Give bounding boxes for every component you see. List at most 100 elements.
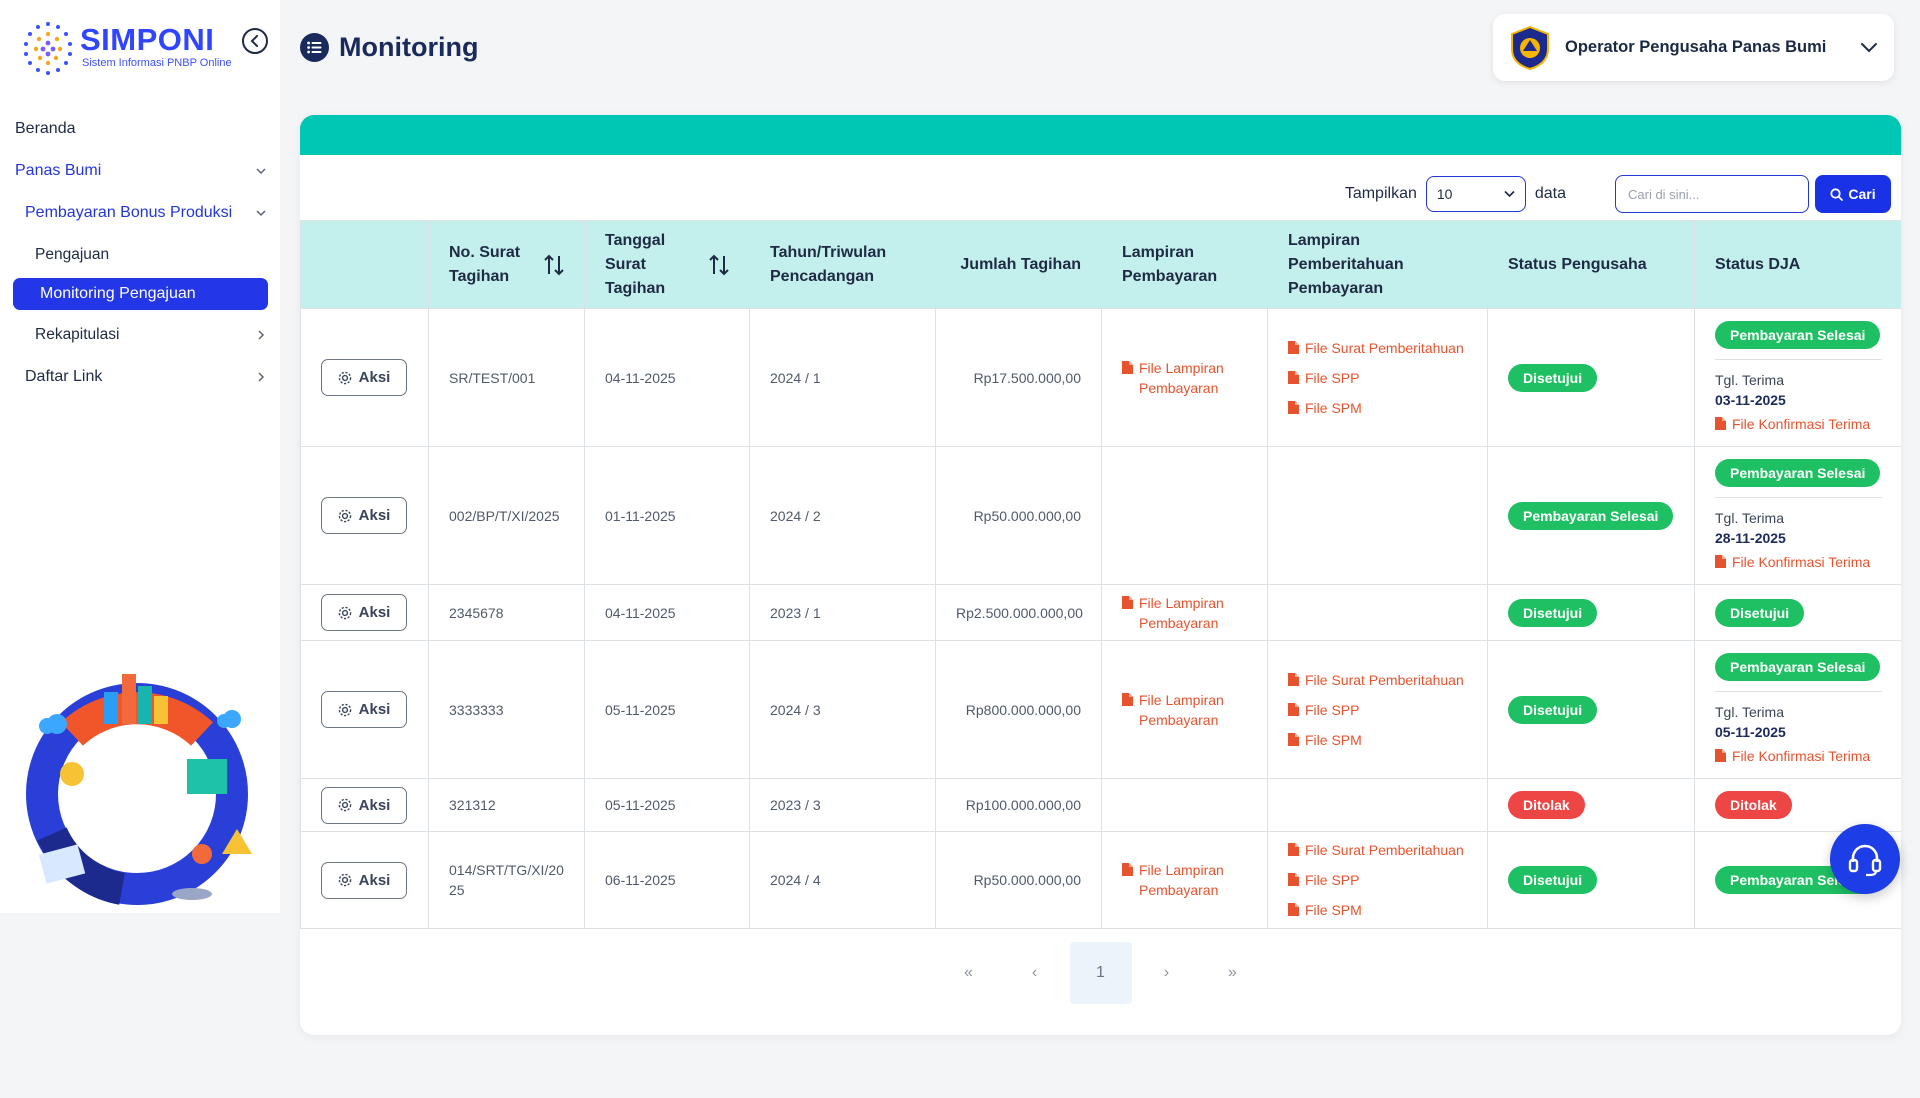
sidebar-item-pembayaran-bonus-produksi[interactable]: Pembayaran Bonus Produksi (0, 192, 280, 234)
file-surat-link[interactable]: File Surat Pemberitahuan (1288, 840, 1467, 860)
page-size-select[interactable]: 10 (1425, 176, 1526, 212)
cell-lampiran: File Lampiran Pembayaran (1101, 308, 1268, 447)
file-konfirmasi-link[interactable]: File Konfirmasi Terima (1715, 552, 1881, 572)
link-label: File Surat Pemberitahuan (1305, 339, 1464, 356)
cell-no-surat: SR/TEST/001 (428, 308, 585, 447)
cell-status-pengusaha: Ditolak (1487, 778, 1695, 832)
sidebar-item-pengajuan[interactable]: Pengajuan (0, 234, 280, 276)
aksi-button[interactable]: Aksi (321, 594, 407, 631)
sidebar-item-daftar-link[interactable]: Daftar Link (0, 356, 280, 398)
header-status-dja: Status DJA (1694, 220, 1901, 309)
search-button[interactable]: Cari (1815, 175, 1891, 213)
file-spp-link[interactable]: File SPP (1288, 368, 1467, 388)
file-spm-link[interactable]: File SPM (1288, 730, 1467, 750)
cell-jumlah: Rp50.000.000,00 (935, 446, 1102, 585)
aksi-label: Aksi (358, 369, 391, 386)
pdf-file-icon (1288, 702, 1299, 716)
page-header: Monitoring (300, 30, 478, 64)
header-aksi (300, 220, 429, 309)
pdf-file-icon (1122, 360, 1133, 374)
cell-jumlah: Rp17.500.000,00 (935, 308, 1102, 447)
cell-tahun: 2024 / 2 (749, 446, 936, 585)
pdf-file-icon (1288, 843, 1299, 856)
file-spp-link[interactable]: File SPP (1288, 870, 1467, 890)
chevron-right-icon (258, 330, 265, 340)
next-page-button[interactable]: › (1163, 964, 1170, 981)
chevron-down-icon (256, 168, 266, 175)
header-tanggal[interactable]: Tanggal Surat Tagihan (584, 220, 750, 309)
header-jumlah: Jumlah Tagihan (935, 220, 1102, 309)
header-no-surat[interactable]: No. Surat Tagihan (428, 220, 585, 309)
pdf-file-icon (1288, 732, 1299, 746)
file-lampiran-link[interactable]: File Lampiran Pembayaran (1122, 690, 1247, 730)
sidebar-item-beranda[interactable]: Beranda (0, 108, 280, 150)
cell-status-pengusaha: Disetujui (1487, 584, 1695, 641)
logo[interactable]: SIMPONI Sistem Informasi PNBP Online (18, 18, 258, 78)
sidebar: SIMPONI Sistem Informasi PNBP Online Ber… (0, 0, 280, 913)
sidebar-item-panas-bumi[interactable]: Panas Bumi (0, 150, 280, 192)
file-spp-link[interactable]: File SPP (1288, 700, 1467, 720)
chevron-right-icon (258, 372, 265, 382)
logo-subtitle: Sistem Informasi PNBP Online (82, 57, 232, 69)
header-lampiran: Lampiran Pembayaran (1101, 220, 1268, 309)
user-name: Operator Pengusaha Panas Bumi (1565, 38, 1827, 56)
pdf-file-icon (1288, 672, 1299, 686)
pdf-file-icon (1715, 555, 1726, 568)
file-spm-link[interactable]: File SPM (1288, 398, 1467, 418)
search-input[interactable] (1615, 175, 1809, 213)
aksi-button[interactable]: Aksi (321, 786, 407, 824)
file-surat-link[interactable]: File Surat Pemberitahuan (1288, 338, 1467, 358)
collapse-sidebar-button[interactable] (242, 28, 268, 54)
prev-page-button[interactable]: ‹ (1031, 964, 1038, 981)
header-label: No. Surat Tagihan (449, 243, 521, 285)
user-menu[interactable]: Operator Pengusaha Panas Bumi (1493, 14, 1894, 81)
tgl-terima-date: 28-11-2025 (1715, 530, 1786, 546)
sort-icon[interactable] (544, 254, 564, 276)
status-badge: Pembayaran Selesai (1508, 501, 1674, 530)
chevron-left-icon (250, 35, 258, 47)
cell-tanggal: 01-11-2025 (584, 446, 750, 585)
cell-status-dja: Pembayaran Selesai Tgl. Terima 05-11-202… (1694, 640, 1901, 779)
link-label: File Konfirmasi Terima (1732, 416, 1871, 432)
cell-tahun: 2024 / 3 (749, 640, 936, 779)
last-page-button[interactable]: » (1228, 964, 1237, 981)
aksi-label: Aksi (358, 871, 391, 889)
cell-status-dja: Pembayaran Selesai Tgl. Terima 28-11-202… (1694, 446, 1901, 585)
file-lampiran-link[interactable]: File Lampiran Pembayaran (1122, 358, 1247, 398)
aksi-label: Aksi (358, 701, 391, 718)
page-1-button[interactable]: 1 (1069, 942, 1132, 1004)
file-surat-link[interactable]: File Surat Pemberitahuan (1288, 670, 1467, 690)
table-row: Aksi 3333333 05-11-2025 2024 / 3 Rp800.0… (300, 640, 1901, 779)
file-lampiran-link[interactable]: File Lampiran Pembayaran (1122, 860, 1247, 900)
pdf-file-icon (1122, 863, 1133, 876)
cell-tanggal: 04-11-2025 (584, 584, 750, 641)
sidebar-item-monitoring-pengajuan[interactable]: Monitoring Pengajuan (13, 278, 268, 310)
status-badge: Disetujui (1508, 598, 1598, 627)
link-label: File SPP (1305, 701, 1360, 718)
table-row: Aksi 014/SRT/TG/XI/2025 06-11-2025 2024 … (300, 831, 1901, 929)
file-lampiran-link[interactable]: File Lampiran Pembayaran (1122, 593, 1247, 633)
cell-jumlah: Rp2.500.000.000,00 (935, 584, 1102, 641)
sort-icon[interactable] (709, 254, 729, 276)
page-title: Monitoring (339, 31, 479, 62)
help-support-button[interactable] (1830, 824, 1900, 894)
first-page-button[interactable]: « (964, 964, 973, 981)
pdf-file-icon (1288, 340, 1299, 354)
table-row: Aksi 321312 05-11-2025 2023 / 3 Rp100.00… (300, 778, 1901, 832)
headset-icon (1848, 844, 1882, 877)
cell-jumlah: Rp100.000.000,00 (935, 778, 1102, 832)
file-konfirmasi-link[interactable]: File Konfirmasi Terima (1715, 746, 1881, 766)
link-label: File SPP (1305, 369, 1360, 386)
header-tahun: Tahun/Triwulan Pencadangan (749, 220, 936, 309)
tgl-terima-date: 05-11-2025 (1715, 724, 1786, 740)
aksi-button[interactable]: Aksi (321, 497, 407, 534)
aksi-button[interactable]: Aksi (321, 691, 407, 728)
sidebar-item-rekapitulasi[interactable]: Rekapitulasi (0, 314, 280, 356)
cell-lampiran: File Lampiran Pembayaran (1101, 831, 1268, 929)
data-label: data (1534, 185, 1566, 202)
table-row: Aksi 002/BP/T/XI/2025 01-11-2025 2024 / … (300, 446, 1901, 585)
file-spm-link[interactable]: File SPM (1288, 900, 1467, 920)
file-konfirmasi-link[interactable]: File Konfirmasi Terima (1715, 414, 1881, 434)
aksi-button[interactable]: Aksi (321, 359, 407, 396)
aksi-button[interactable]: Aksi (321, 861, 407, 899)
